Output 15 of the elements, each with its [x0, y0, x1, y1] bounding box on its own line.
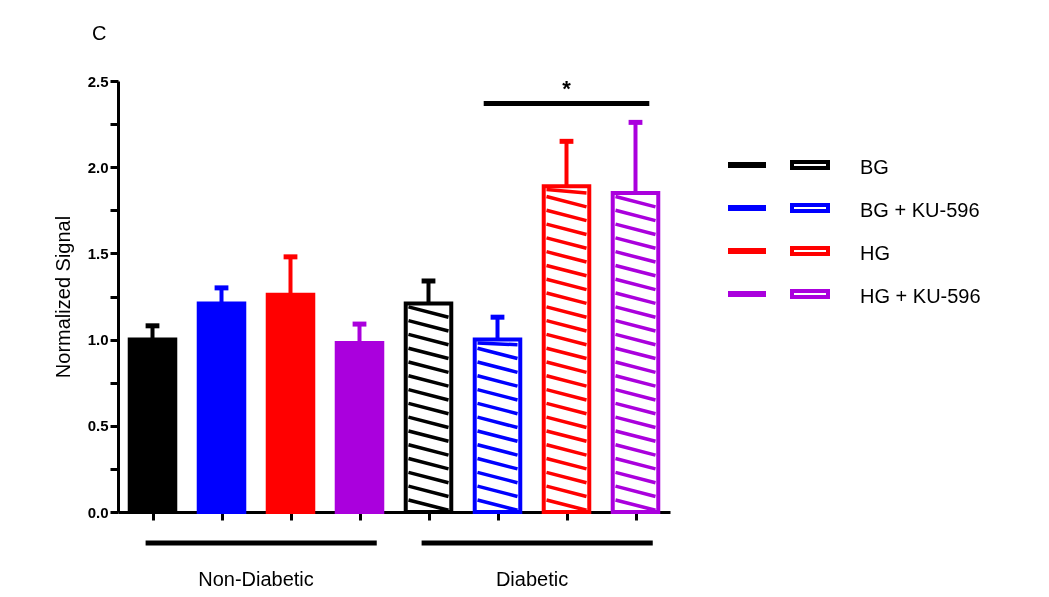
text: Non-Diabetic	[198, 568, 314, 590]
annotation: *	[562, 76, 572, 102]
legend-label: BG + KU-596	[860, 199, 980, 221]
y-tick-label: 1.0	[87, 331, 109, 349]
y-tick-label: 2.5	[87, 72, 109, 90]
legend-label: BG	[860, 156, 889, 178]
legend-label: HG + KU-596	[860, 285, 981, 307]
y-axis-title: Normalized Signal	[51, 215, 74, 379]
y-tick-label: 1.5	[87, 244, 109, 262]
y-tick-label: 2.0	[87, 158, 109, 176]
legend-label: HG	[860, 242, 890, 264]
y-tick-label: 0.0	[87, 503, 109, 521]
chart-title: C	[92, 22, 107, 44]
text: Diabetic	[495, 568, 569, 590]
y-tick-label: 0.5	[87, 417, 109, 435]
